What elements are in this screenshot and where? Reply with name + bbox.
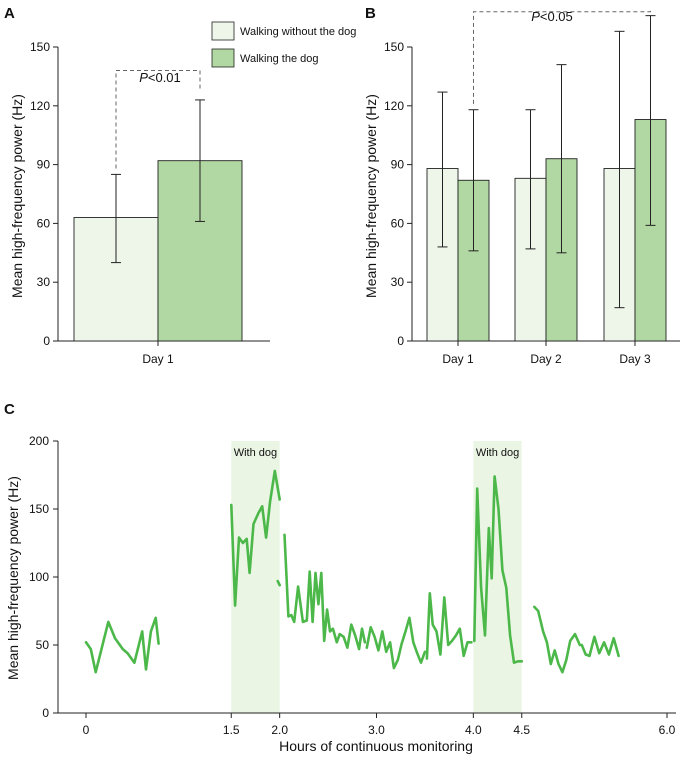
panel-c-xtick-label: 2.0 [271, 723, 288, 737]
panel-b-xtick-label: Day 2 [530, 352, 562, 366]
panel-c-xtick-label: 0 [83, 723, 90, 737]
panel-a-pvalue: P<0.01 [139, 70, 181, 85]
panel-b-ytick-label: 30 [391, 275, 405, 289]
legend-swatch-with [211, 48, 235, 68]
panel-b-annotation: P<0.05 [473, 9, 651, 104]
hf-power-series-line-9 [580, 635, 620, 658]
panel-b-bar-without-day-1 [426, 168, 459, 342]
panel-a-ytick-label: 60 [37, 216, 51, 230]
panel-c-xtick-label: 6.0 [659, 723, 676, 737]
hf-power-series-line-7 [472, 475, 524, 665]
hf-power-series-line-1 [84, 616, 160, 674]
panel-b-ytick-label: 0 [397, 334, 404, 348]
panel-b-xtick-label: Day 1 [442, 352, 474, 366]
panel-b-chart: Mean high-frequency power (Hz) 0 30 60 90 12… [363, 9, 680, 366]
panel-c-xtick-label: 4.5 [513, 723, 530, 737]
panel-b-xtick-label: Day 3 [619, 352, 651, 366]
panel-c-ytick-label: 0 [42, 706, 49, 720]
panel-a-ytick-label: 150 [30, 40, 50, 54]
panel-a-chart: Mean high-frequency power (Hz) 0 30 60 90 12… [9, 40, 270, 366]
legend-label-with: Walking the dog [240, 53, 318, 65]
panel-a-ytick-label: 90 [37, 158, 51, 172]
panel-b-ytick-label: 150 [384, 40, 404, 54]
panel-c-chart: With dog With dog 0 50 100 150 200 0 1.5 2.0 3.0 4… [5, 434, 676, 754]
panel-c-ytick-label: 50 [36, 638, 50, 652]
hf-power-series-line-2 [230, 469, 282, 607]
legend-label-without: Walking without the dog [240, 26, 356, 38]
hf-power-series-line-6 [425, 591, 473, 660]
hf-power-series-line-3 [276, 579, 282, 587]
panel-b-ylabel: Mean high-frequency power (Hz) [363, 94, 379, 298]
panel-a-ytick-label: 0 [43, 334, 50, 348]
panel-letter-a: A [4, 5, 15, 22]
panel-a-ytick-label: 30 [37, 275, 51, 289]
panel-c-xtick-label: 1.5 [223, 723, 240, 737]
hf-power-series-line-5 [365, 616, 427, 670]
legend-swatch-without [211, 21, 235, 41]
panel-a-significance-bracket [115, 70, 201, 169]
panel-a-annotation: P<0.01 [115, 70, 201, 169]
panel-c-xlabel: Hours of continuous monitoring [279, 738, 473, 754]
with-dog-label: With dog [476, 447, 519, 459]
panel-b-ytick-label: 120 [384, 99, 404, 113]
panel-a-ylabel: Mean high-frequency power (Hz) [9, 94, 25, 298]
panel-b-ytick-label: 90 [391, 158, 405, 172]
panel-c-ylabel: Mean high-frequency power (Hz) [5, 476, 21, 680]
panel-c-ytick-label: 150 [29, 502, 49, 516]
legend: Walking without the dog Walking the dog [211, 21, 356, 68]
hf-power-series-line-8 [532, 605, 582, 674]
panel-b-pvalue: P<0.05 [531, 9, 573, 24]
panel-a-xtick-label: Day 1 [142, 352, 174, 366]
panel-letter-c: C [4, 401, 15, 418]
panel-c-xtick-label: 3.0 [368, 723, 385, 737]
panel-a-ytick-label: 120 [30, 99, 50, 113]
panel-b-ytick-label: 60 [391, 216, 405, 230]
panel-letter-b: B [365, 5, 376, 22]
panel-c-xtick-label: 4.0 [465, 723, 482, 737]
panel-c-ytick-label: 200 [29, 434, 49, 448]
with-dog-label: With dog [234, 447, 277, 459]
panel-c-ytick-label: 100 [29, 570, 49, 584]
hf-power-series-line-4 [283, 533, 367, 651]
